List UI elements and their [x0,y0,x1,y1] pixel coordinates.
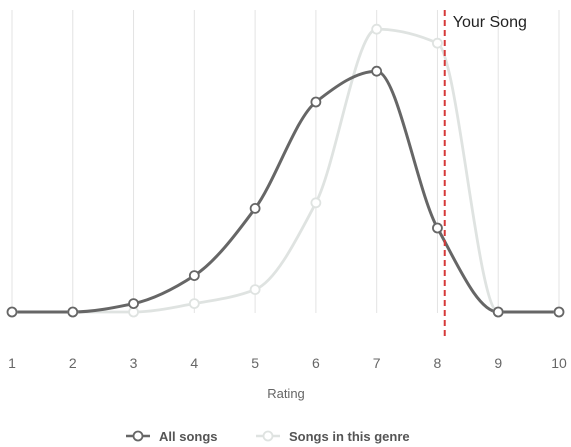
x-tick-label-5: 5 [251,355,259,371]
point-genre-songs-5[interactable] [249,284,261,296]
legend-label-genre-songs: Songs in this genre [289,429,410,444]
point-all-songs-6[interactable] [310,96,322,108]
your-song-label: Your Song [453,14,527,31]
series-line-genre-songs [11,27,559,314]
x-tick-label-8: 8 [434,355,442,371]
point-all-songs-9[interactable] [492,306,504,318]
series-points [6,23,565,318]
series-line-all-songs [11,69,559,314]
x-tick-label-3: 3 [130,355,138,371]
legend: All songs Songs in this genre [126,429,410,444]
legend-label-all-songs: All songs [159,429,218,444]
point-all-songs-4[interactable] [188,270,200,282]
point-all-songs-7[interactable] [371,65,383,77]
point-genre-songs-7[interactable] [371,23,383,35]
point-genre-songs-8[interactable] [432,37,443,49]
x-tick-label-10: 10 [551,355,567,371]
point-all-songs-8[interactable] [432,222,443,234]
x-tick-label-7: 7 [373,355,381,371]
x-tick-label-4: 4 [190,355,198,371]
point-genre-songs-6[interactable] [310,197,322,209]
legend-marker-all-songs [132,430,144,442]
x-axis-title: Rating [267,386,305,401]
point-all-songs-1[interactable] [6,306,18,318]
your-song-marker: Your Song [443,10,527,340]
x-axis-ticks: 1 2 3 4 5 6 7 8 9 10 [8,355,567,371]
point-all-songs-10[interactable] [553,306,565,318]
legend-marker-genre-songs [262,430,274,442]
legend-item-all-songs[interactable]: All songs [126,429,218,444]
x-tick-label-2: 2 [69,355,77,371]
point-all-songs-3[interactable] [128,298,139,310]
series-lines [11,27,559,314]
point-all-songs-5[interactable] [249,202,261,214]
point-all-songs-2[interactable] [67,306,79,318]
x-tick-label-6: 6 [312,355,320,371]
gridlines [11,10,560,313]
x-tick-label-9: 9 [494,355,502,371]
point-genre-songs-4[interactable] [188,298,200,310]
x-tick-label-1: 1 [8,355,16,371]
legend-item-genre-songs[interactable]: Songs in this genre [256,429,410,444]
